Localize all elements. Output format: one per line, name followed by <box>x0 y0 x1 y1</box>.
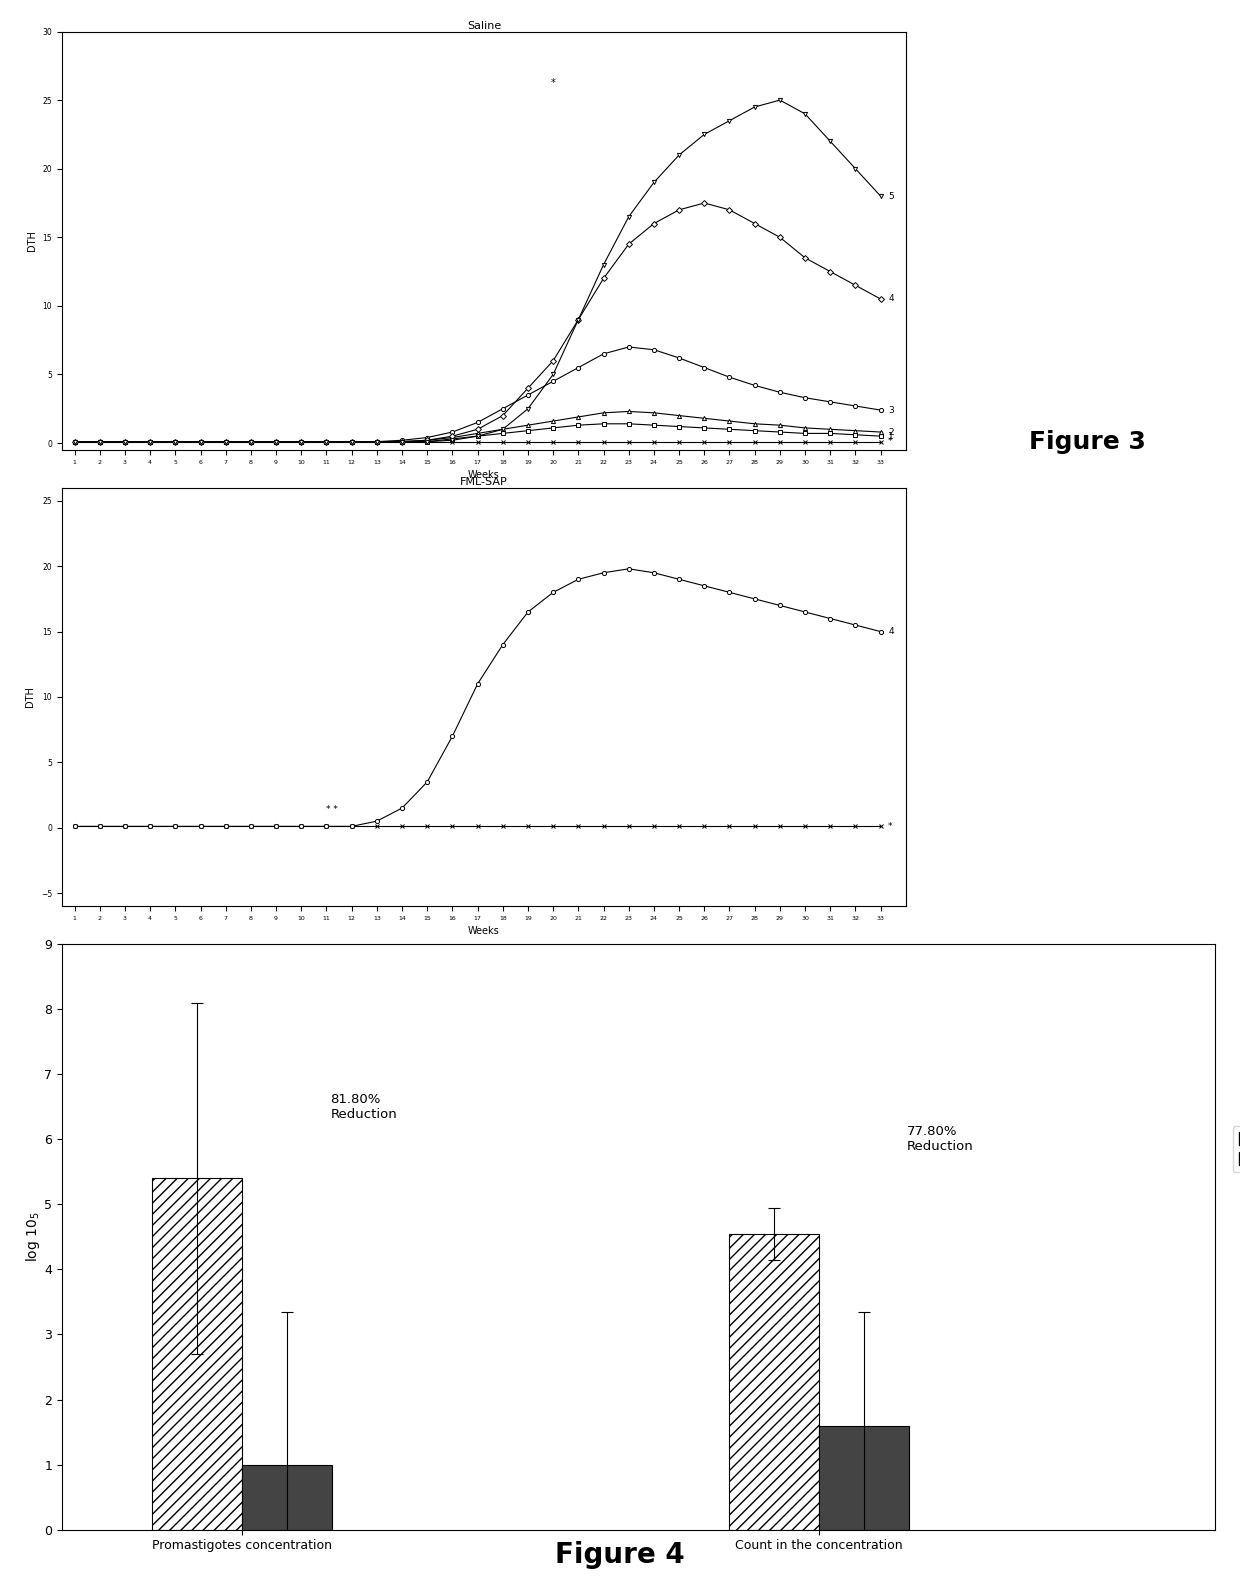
Bar <box>153 1178 242 1530</box>
Text: *: * <box>888 822 893 831</box>
Text: 1: 1 <box>888 432 894 440</box>
Text: 2: 2 <box>888 427 894 437</box>
Bar <box>242 1465 332 1530</box>
Title: FML-SAP: FML-SAP <box>460 476 507 487</box>
Text: 5: 5 <box>888 192 894 200</box>
Text: * *: * * <box>326 804 339 814</box>
Text: Figure 3: Figure 3 <box>1029 429 1146 454</box>
Y-axis label: DTH: DTH <box>26 686 36 708</box>
Y-axis label: log 10$_5$: log 10$_5$ <box>24 1211 41 1262</box>
Text: 81.80%
Reduction: 81.80% Reduction <box>331 1093 397 1121</box>
Title: Saline: Saline <box>466 21 501 32</box>
Bar <box>818 1426 909 1530</box>
Text: 3: 3 <box>888 405 894 415</box>
Text: Figure 4: Figure 4 <box>556 1541 684 1569</box>
Text: 4: 4 <box>888 295 894 303</box>
Text: *: * <box>551 79 556 88</box>
Bar <box>729 1233 818 1530</box>
X-axis label: Weeks: Weeks <box>467 470 500 479</box>
Text: *: * <box>888 437 893 446</box>
Y-axis label: DTH: DTH <box>27 230 37 251</box>
Text: 77.80%
Reduction: 77.80% Reduction <box>908 1126 973 1153</box>
X-axis label: Weeks: Weeks <box>467 926 500 937</box>
Legend: SAL, FMLS: SAL, FMLS <box>1233 1126 1240 1172</box>
Text: 4: 4 <box>888 628 894 636</box>
